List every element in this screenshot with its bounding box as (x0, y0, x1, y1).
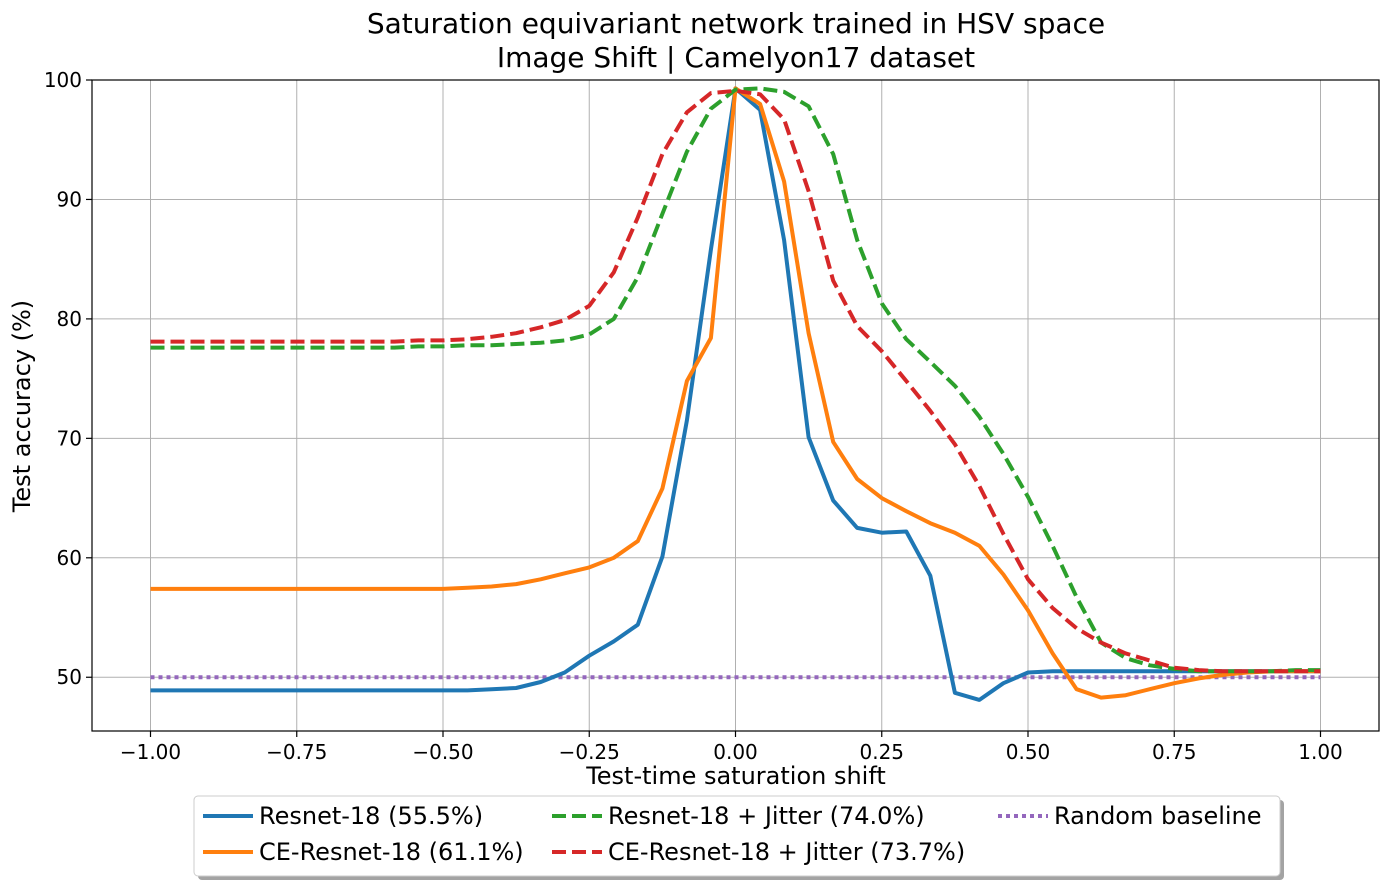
series-line-2 (150, 86, 1321, 674)
series-line-3 (150, 88, 1321, 674)
x-tick-label: 0.75 (1152, 740, 1197, 764)
legend-label-2: Resnet-18 + Jitter (74.0%) (608, 802, 925, 830)
grid-lines (92, 79, 1379, 731)
y-tick-label: 80 (57, 307, 82, 331)
x-tick-label: −0.50 (412, 740, 473, 764)
x-tick-label: −0.25 (559, 740, 620, 764)
y-tick-label: 70 (57, 426, 82, 450)
y-axis-label: Test accuracy (%) (8, 300, 36, 513)
chart-title-line-1: Saturation equivariant network trained i… (367, 7, 1105, 40)
x-tick-label: 0.25 (859, 740, 904, 764)
x-tick-label: −1.00 (120, 740, 181, 764)
legend-items: Resnet-18 (55.5%) CE-Resnet-18 (61.1%) Res… (203, 802, 1262, 866)
x-tick-label: 0.00 (713, 740, 758, 764)
x-axis-label: Test-time saturation shift (585, 762, 886, 790)
x-tick-label: 1.00 (1298, 740, 1343, 764)
x-axis-ticks: −1.00 −0.75 −0.50 −0.25 0.00 0.25 0.50 0.75 1.00 (120, 731, 1343, 764)
y-tick-label: 90 (57, 187, 82, 211)
legend-label-1: CE-Resnet-18 (61.1%) (259, 838, 524, 866)
chart-title-line-2: Image Shift | Camelyon17 dataset (497, 41, 975, 74)
series-layer (150, 86, 1321, 702)
legend-label-4: Random baseline (1054, 802, 1262, 830)
y-tick-label: 50 (57, 665, 82, 689)
legend: Resnet-18 (55.5%) CE-Resnet-18 (61.1%) Res… (193, 795, 1284, 880)
x-tick-label: 0.50 (1006, 740, 1051, 764)
y-tick-label: 100 (44, 68, 82, 92)
y-tick-label: 60 (57, 546, 82, 570)
legend-label-0: Resnet-18 (55.5%) (259, 802, 483, 830)
legend-label-3: CE-Resnet-18 + Jitter (73.7%) (608, 838, 965, 866)
x-tick-label: −0.75 (266, 740, 327, 764)
y-axis-ticks: 50 60 70 80 90 100 (44, 68, 92, 689)
